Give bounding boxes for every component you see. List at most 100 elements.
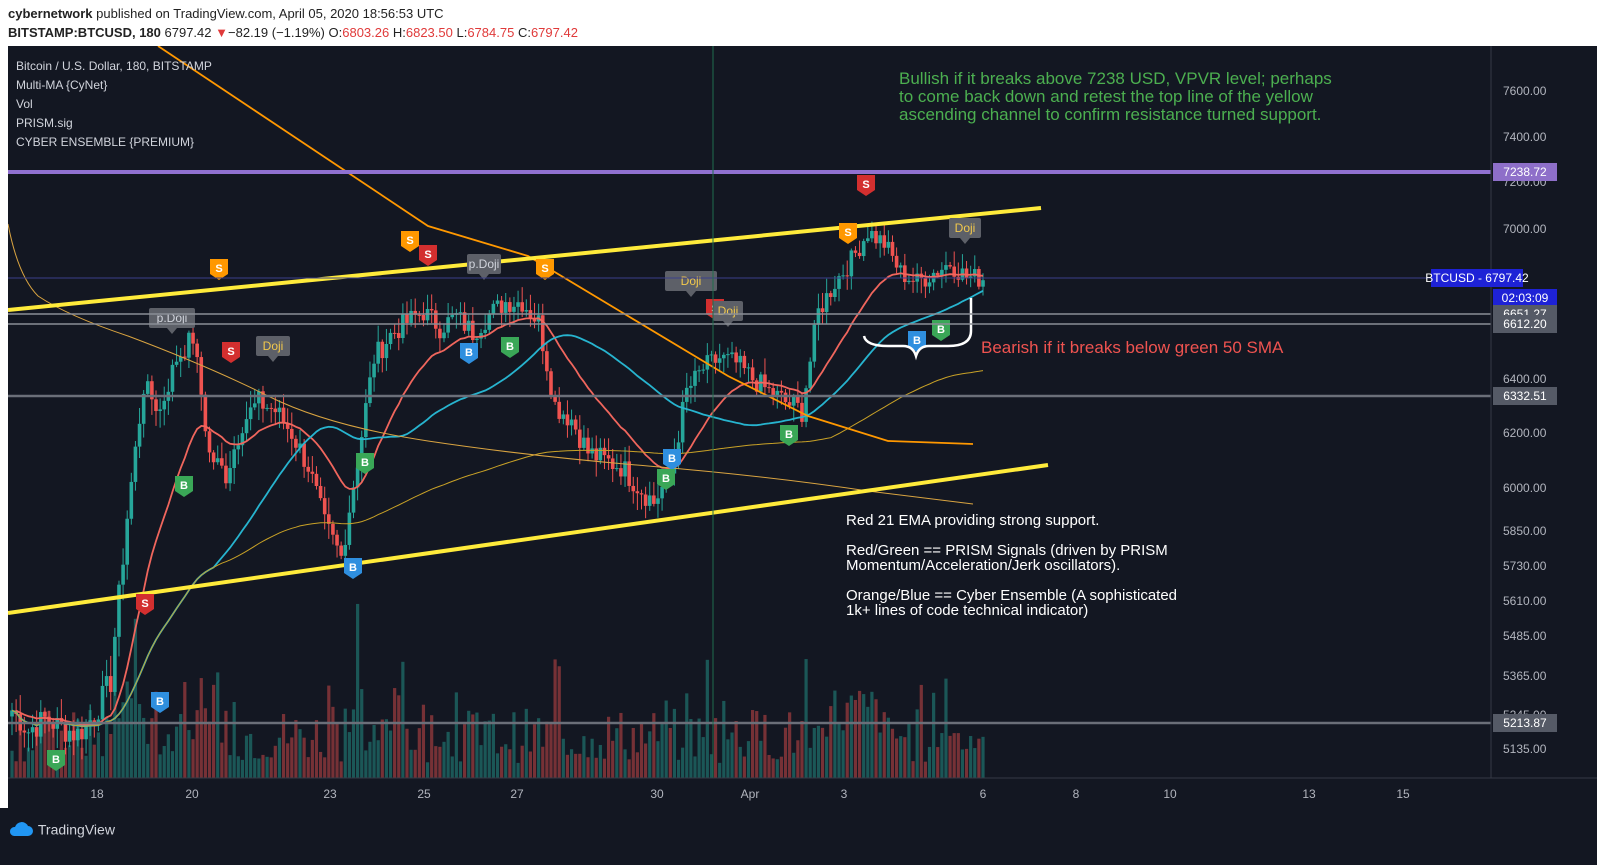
volume-bar bbox=[874, 699, 878, 778]
candle-body bbox=[693, 370, 697, 386]
buy-signal-shape bbox=[663, 449, 681, 470]
volume-bar bbox=[767, 754, 771, 778]
chart-pane[interactable]: SSSSSSSSSBBBBBBBBBBBBp.DojiDojiDojip.Doj… bbox=[7, 45, 1597, 808]
candle-body bbox=[561, 414, 566, 419]
candle-body bbox=[30, 727, 35, 733]
volume-bar bbox=[792, 752, 796, 778]
volume-bar bbox=[335, 723, 339, 778]
volume-bar bbox=[80, 747, 84, 778]
candle bbox=[693, 358, 697, 402]
tradingview-logo[interactable]: TradingView bbox=[8, 820, 115, 837]
volume-bar bbox=[923, 761, 927, 778]
price-chart[interactable]: SSSSSSSSSBBBBBBBBBBBBp.DojiDojiDojip.Doj… bbox=[7, 45, 1597, 808]
candle bbox=[631, 476, 636, 504]
candle-body bbox=[322, 498, 327, 515]
candle-body bbox=[619, 468, 623, 477]
candle-body bbox=[145, 381, 150, 394]
candle-body bbox=[413, 310, 418, 315]
x-tick-label: 18 bbox=[90, 787, 104, 801]
price-tag-label: 6612.20 bbox=[1503, 317, 1547, 331]
candle-body bbox=[602, 447, 607, 456]
sell-signal-letter: S bbox=[406, 235, 413, 247]
candle-body bbox=[689, 385, 693, 388]
candle-body bbox=[224, 465, 228, 484]
candle-body bbox=[767, 387, 771, 389]
author-name[interactable]: cybernetwork bbox=[8, 6, 93, 21]
volume-bar bbox=[759, 740, 763, 778]
volume-bar bbox=[318, 751, 323, 778]
candle-body bbox=[833, 288, 837, 297]
candle bbox=[495, 294, 500, 307]
y-tick-label: 5610.00 bbox=[1503, 594, 1547, 608]
candle bbox=[861, 238, 866, 261]
candle bbox=[615, 453, 619, 472]
close-label: C: bbox=[517, 25, 531, 40]
candle-body bbox=[380, 341, 385, 359]
candle-body bbox=[730, 352, 734, 355]
volume-bar bbox=[121, 702, 125, 778]
volume-bar bbox=[574, 753, 578, 778]
sell-signal-shape bbox=[536, 259, 554, 280]
candle bbox=[409, 299, 413, 327]
candle-body bbox=[314, 473, 319, 487]
candle-body bbox=[450, 314, 455, 318]
candle bbox=[265, 404, 269, 412]
candle-body bbox=[907, 280, 911, 283]
candle bbox=[261, 385, 265, 423]
buy-signal-shape bbox=[47, 750, 65, 771]
candle-body bbox=[791, 396, 796, 406]
candle bbox=[405, 301, 409, 335]
doji-text: p.Doji bbox=[157, 311, 188, 325]
volume-bar bbox=[356, 603, 360, 778]
volume-bar bbox=[981, 736, 985, 778]
legend-item[interactable]: PRISM.sig bbox=[16, 116, 73, 130]
volume-bar bbox=[956, 733, 960, 778]
volume-bar bbox=[269, 757, 273, 778]
volume-bar bbox=[265, 756, 269, 778]
legend-item[interactable]: Vol bbox=[16, 97, 33, 111]
candle bbox=[697, 365, 701, 383]
candle-body bbox=[565, 414, 570, 426]
candle-body bbox=[433, 310, 438, 329]
candle bbox=[647, 481, 652, 511]
candle bbox=[717, 343, 722, 371]
volume-bar bbox=[458, 761, 463, 778]
volume-bar bbox=[635, 752, 639, 778]
buy-signal-letter: B bbox=[180, 480, 188, 492]
volume-bar bbox=[331, 706, 335, 778]
legend-item[interactable]: CYBER ENSEMBLE {PREMIUM} bbox=[16, 135, 194, 149]
volume-bar bbox=[109, 733, 113, 778]
candle-body bbox=[80, 728, 84, 740]
volume-bar bbox=[549, 721, 553, 778]
legend-item[interactable]: Multi-MA {CyNet} bbox=[16, 78, 107, 92]
candle bbox=[228, 451, 232, 492]
strategy-note: Orange/Blue == Cyber Ensemble (A sophist… bbox=[846, 587, 1177, 604]
volume-bar bbox=[565, 754, 570, 778]
candle bbox=[783, 389, 788, 410]
candle-body bbox=[828, 293, 833, 297]
sell-signal: S bbox=[222, 342, 240, 363]
x-tick-label: 20 bbox=[185, 787, 199, 801]
candle bbox=[483, 314, 487, 340]
doji-pointer bbox=[960, 238, 970, 244]
legend-item[interactable]: Bitcoin / U.S. Dollar, 180, BITSTAMP bbox=[16, 59, 212, 73]
volume-bar bbox=[434, 746, 438, 778]
candle bbox=[244, 401, 249, 442]
sell-signal-letter: S bbox=[844, 227, 851, 239]
x-tick-label: 8 bbox=[1073, 787, 1080, 801]
candle bbox=[108, 655, 113, 711]
candle-body bbox=[520, 302, 524, 312]
candle-body bbox=[853, 250, 858, 253]
candle-body bbox=[771, 388, 775, 397]
doji-pointer bbox=[686, 291, 696, 297]
candle-body bbox=[849, 250, 854, 277]
volume-bar bbox=[133, 618, 138, 778]
candle bbox=[964, 260, 969, 285]
candle bbox=[310, 456, 315, 484]
volume-bar bbox=[100, 756, 105, 778]
volume-bar bbox=[68, 745, 72, 778]
candle-body bbox=[508, 302, 512, 312]
candle-body bbox=[545, 351, 549, 372]
volume-bar bbox=[520, 745, 524, 778]
candle bbox=[590, 437, 594, 459]
